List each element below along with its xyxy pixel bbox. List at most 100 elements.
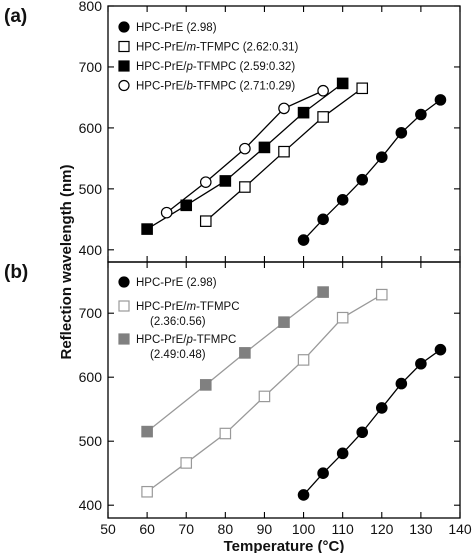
x-tick-label: 100 [292,521,316,537]
panel-label: (a) [4,6,27,27]
data-point [336,311,349,324]
data-point [375,402,388,414]
legend-item: HPC-PrE/p-TFMPC (2.49:0.48) [118,333,236,361]
legend-marker [118,333,130,345]
legend-marker [118,60,130,72]
series-line [146,82,344,230]
series-2 [141,288,388,498]
legend-item: HPC-PrE (2.98) [118,21,217,34]
series-2 [199,82,369,227]
data-point [336,194,349,206]
legend-item: HPC-PrE (2.98) [118,276,217,289]
series-line [146,291,324,433]
data-point [297,234,310,246]
data-point [336,77,349,90]
legend-text-part: m [186,301,196,313]
y-tick-label: 500 [79,433,103,449]
series-1 [297,343,447,501]
data-point [141,223,153,235]
legend-label: HPC-PrE (2.98) [136,277,217,289]
x-tick-label: 140 [448,521,472,537]
legend-text-part: p [185,61,193,73]
data-point [239,142,251,155]
data-point [395,126,408,139]
legend-text-part: m [186,42,196,54]
y-tick-label: 600 [79,369,103,385]
data-point [180,199,193,212]
x-tick-label: 70 [178,521,194,537]
legend-text-part: (2.62:0.31) [240,42,299,54]
data-point [317,467,329,479]
legend-ratio: (2.49:0.48) [150,349,206,361]
legend-text-part: b [186,81,193,93]
legend-text-part: -TFMPC [196,301,239,313]
legend-text-part: HPC-PrE/ [136,334,187,346]
data-point [239,347,251,359]
data-point [317,286,329,298]
legend-marker [118,79,130,92]
data-point [395,377,408,390]
y-tick-label: 800 [79,0,103,14]
data-point [219,427,232,440]
y-tick-label: 700 [79,305,103,321]
series-3 [141,286,329,438]
legend-label: HPC-PrE/p-TFMPC [136,334,236,346]
x-axis-title: Temperature (°C) [224,538,345,553]
legend-label: HPC-PrE/m-TFMPC [136,301,240,313]
legend-marker [118,40,130,53]
legend-text-part: (2.98) [183,22,216,34]
data-point [199,379,212,391]
legend-text-part: HPC-PrE [136,277,184,289]
legend-text-part: p [185,334,193,346]
data-point [219,175,232,187]
data-point [434,343,447,356]
legend-text-part: -TFMPC [193,81,236,93]
legend-label: HPC-PrE/b-TFMPC (2.71:0.29) [136,81,295,93]
legend-text-part: HPC-PrE/ [136,301,187,313]
x-tick-label: 60 [139,521,155,537]
data-point [356,82,369,95]
data-point [278,316,290,328]
legend-label: HPC-PrE/p-TFMPC (2.59:0.32) [136,61,295,73]
data-point [199,176,212,188]
legend-marker [118,300,130,312]
x-tick-label: 130 [409,521,433,537]
legend: HPC-PrE (2.98) HPC-PrE/m-TFMPC (2.62:0.31… [118,21,299,93]
series-3 [141,77,349,235]
data-point [278,145,290,158]
data-point [415,357,427,370]
data-point [297,354,310,366]
legend: HPC-PrE (2.98)HPC-PrE/m-TFMPC(2.36:0.56)… [118,276,240,361]
plot-frame [107,261,461,519]
x-axis: 50 60 70 80 90 100 110 120 130 140 Temperature (°C… [100,521,472,553]
y-tick-label: 500 [79,181,103,197]
legend-text-part: -TFMPC [196,42,239,54]
y-tick-label: 600 [79,120,103,136]
panel-label: (b) [4,262,28,283]
x-tick-label: 110 [332,521,355,537]
panel-a: (a) 400 500 600 700 800 HPC-PrE (2.98) HPC-PrE/… [4,0,461,263]
y-tick-label: 400 [79,497,103,513]
legend-item: HPC-PrE/b-TFMPC (2.71:0.29) [118,79,295,93]
data-point [180,457,193,469]
y-axis-title: Reflection wavelength (nm) [58,164,75,359]
legend-item: HPC-PrE/p-TFMPC (2.59:0.32) [118,60,295,73]
data-point [297,106,310,119]
data-point [317,111,329,123]
series-4 [160,84,329,219]
x-tick-label: 50 [100,521,116,537]
data-point [375,151,388,163]
legend-label: HPC-PrE/m-TFMPC (2.62:0.31) [136,42,299,54]
data-point [317,213,329,226]
data-point [434,94,447,106]
legend-text-part: -TFMPC [193,334,236,346]
x-tick-label: 80 [218,521,234,537]
data-point [160,206,173,219]
legend-marker [118,21,130,33]
x-tick-label: 120 [370,521,394,537]
data-point [317,84,329,97]
series-1 [297,94,447,246]
y-tick-label: 400 [79,242,103,258]
legend-text-part: -TFMPC [193,61,236,73]
legend-text-part: HPC-PrE [136,22,184,34]
